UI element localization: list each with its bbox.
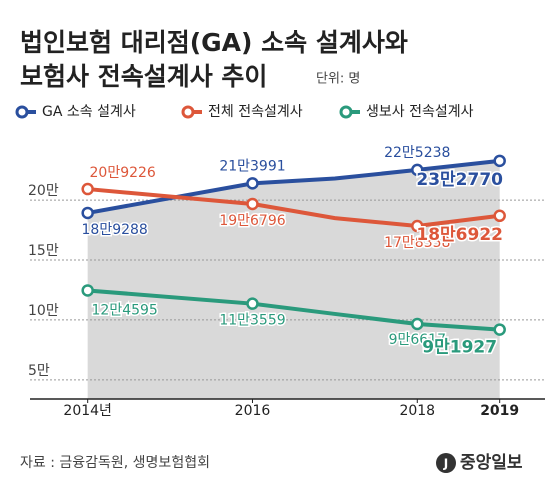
logo-icon xyxy=(436,453,456,473)
value-label: 23만2770 xyxy=(416,170,503,190)
line xyxy=(87,288,500,332)
title-line: 법인보험 대리점(GA) 소속 설계사와 xyxy=(20,28,408,57)
value-label: 18만6922 xyxy=(416,225,503,245)
marker xyxy=(411,163,424,177)
marker xyxy=(493,209,506,223)
x-tick-label: 2019 xyxy=(480,403,519,419)
value-label: 9만6617 xyxy=(389,332,446,348)
logo-mark: J xyxy=(443,457,448,471)
legend-marker xyxy=(339,105,353,119)
value-label: 12만4595 xyxy=(92,302,158,318)
legend-marker xyxy=(181,105,195,119)
marker xyxy=(81,206,94,220)
marker xyxy=(411,219,424,233)
unit: 단위: 명 xyxy=(316,72,360,87)
value-label: 22만5238 xyxy=(384,145,450,161)
y-tick-label: 5만 xyxy=(28,363,50,379)
x-tick-label: 2014년 xyxy=(63,403,112,419)
logo: 중앙일보 xyxy=(460,453,523,473)
x-tick-label: 2018 xyxy=(399,403,435,419)
y-tick-label: 10만 xyxy=(28,303,59,319)
marker xyxy=(81,182,94,196)
marker xyxy=(493,323,506,336)
line xyxy=(87,158,500,215)
marker xyxy=(81,284,94,297)
legend-label: 전체 전속설계사 xyxy=(208,104,303,120)
value-label: 11만3559 xyxy=(219,313,285,329)
value-label: 18만9288 xyxy=(82,222,148,238)
y-tick-label: 20만 xyxy=(28,183,59,199)
value-label: 9만1927 xyxy=(422,338,497,358)
area xyxy=(87,160,500,399)
value-label: 19만6796 xyxy=(219,213,285,229)
x-tick-label: 2016 xyxy=(235,403,271,419)
value-label: 20만9226 xyxy=(90,165,156,181)
legend-marker xyxy=(15,105,29,119)
legend-label: 생보사 전속설계사 xyxy=(366,104,474,120)
marker xyxy=(246,297,259,310)
value-label: 17만8358 xyxy=(384,235,450,251)
value-label: 21만3991 xyxy=(219,158,285,174)
title-line: 보험사 전속설계사 추이 xyxy=(20,62,267,91)
legend-label: GA 소속 설계사 xyxy=(42,104,136,120)
source: 자료 : 금융감독원, 생명보험협회 xyxy=(20,455,210,471)
marker xyxy=(246,177,259,190)
marker xyxy=(411,317,424,331)
line xyxy=(87,187,500,229)
y-tick-label: 15만 xyxy=(28,243,59,259)
marker xyxy=(493,154,506,168)
marker xyxy=(246,197,259,211)
